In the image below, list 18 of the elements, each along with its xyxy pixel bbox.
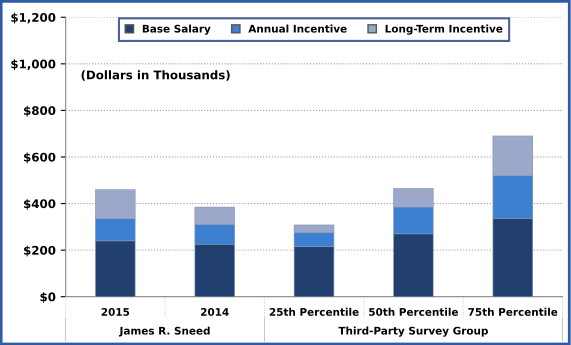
- y-tick-label: $1,000: [11, 59, 56, 70]
- x-tick-label: 2015: [102, 308, 130, 316]
- legend-label: Long-Term Incentive: [386, 24, 502, 35]
- y-tick-label: $400: [24, 199, 56, 210]
- text: James R. Sneed: [118, 326, 210, 337]
- x-tick-label: 50th Percentile: [369, 308, 458, 316]
- y-tick-label: $600: [24, 152, 56, 164]
- annotation: (Dollars in Thousands): [82, 70, 230, 81]
- text: Third-Party Survey Group: [338, 326, 488, 337]
- x-tick-label: 2014: [201, 308, 229, 316]
- legend-label: Base Salary: [142, 24, 211, 35]
- x-tick-label: 75th Percentile: [468, 308, 558, 316]
- y-tick-label: $0: [40, 292, 56, 303]
- y-tick-label: $1,200: [11, 12, 56, 24]
- y-tick-label: $800: [24, 106, 56, 117]
- x-tick-label: 25th Percentile: [270, 308, 359, 316]
- legend-label: Annual Incentive: [248, 24, 347, 33]
- y-tick-label: $200: [24, 246, 56, 256]
